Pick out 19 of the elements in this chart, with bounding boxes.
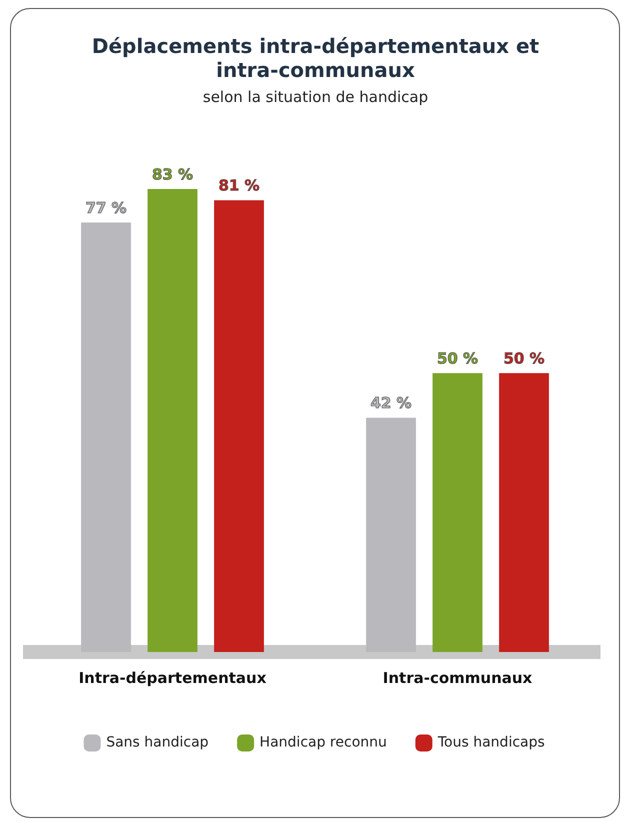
legend-label: Handicap reconnu [260, 734, 387, 751]
bar [148, 189, 198, 652]
data-label: 50 % [436, 350, 478, 368]
x-tick-label: Intra-départementaux [78, 668, 267, 687]
chart-title: Déplacements intra-départementaux et intra-communaux [90, 34, 540, 82]
bar [81, 222, 131, 652]
x-tick-label: Intra-communaux [382, 668, 533, 687]
bar [432, 373, 482, 652]
bar [366, 418, 416, 652]
data-label: 81 % [218, 176, 260, 195]
data-label: 83 % [152, 165, 194, 184]
bar [214, 200, 264, 652]
data-label: 50 % [503, 350, 545, 368]
chart-subtitle: selon la situation de handicap [202, 88, 430, 106]
bar [499, 373, 549, 652]
legend-label: Tous handicaps [436, 734, 545, 751]
legend-label: Sans handicap [106, 734, 209, 751]
data-label: 77 % [85, 198, 127, 217]
data-label: 42 % [370, 394, 412, 412]
